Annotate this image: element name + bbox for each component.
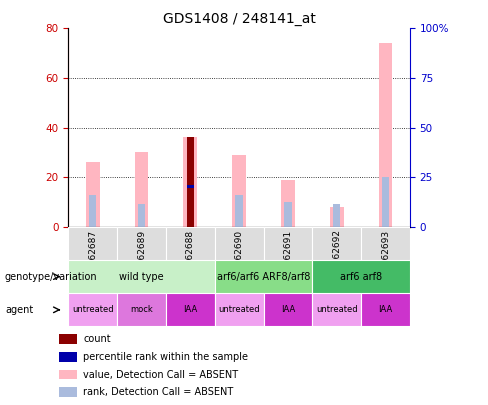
Text: mock: mock bbox=[130, 305, 153, 314]
Bar bbox=[186, 185, 194, 188]
Bar bbox=[215, 227, 264, 260]
Bar bbox=[89, 194, 97, 227]
Bar bbox=[68, 293, 117, 326]
Text: IAA: IAA bbox=[183, 305, 198, 314]
Bar bbox=[117, 293, 166, 326]
Bar bbox=[312, 293, 361, 326]
Bar bbox=[215, 260, 312, 293]
Bar bbox=[183, 138, 197, 227]
Text: IAA: IAA bbox=[378, 305, 393, 314]
Text: GSM62688: GSM62688 bbox=[186, 230, 195, 279]
Bar bbox=[361, 293, 410, 326]
Bar bbox=[330, 207, 344, 227]
Text: rank, Detection Call = ABSENT: rank, Detection Call = ABSENT bbox=[83, 387, 234, 397]
Text: GSM62692: GSM62692 bbox=[332, 230, 341, 279]
Text: untreated: untreated bbox=[316, 305, 358, 314]
Text: GSM62690: GSM62690 bbox=[235, 230, 244, 279]
Bar bbox=[312, 227, 361, 260]
Text: count: count bbox=[83, 334, 111, 344]
Bar bbox=[382, 177, 389, 227]
Bar bbox=[232, 155, 246, 227]
Bar bbox=[59, 370, 77, 379]
Text: arf6/arf6 ARF8/arf8: arf6/arf6 ARF8/arf8 bbox=[217, 272, 310, 281]
Bar bbox=[59, 387, 77, 397]
Bar bbox=[138, 205, 145, 227]
Text: wild type: wild type bbox=[119, 272, 164, 281]
Bar bbox=[117, 227, 166, 260]
Text: untreated: untreated bbox=[72, 305, 114, 314]
Text: GSM62691: GSM62691 bbox=[284, 230, 292, 279]
Text: GSM62689: GSM62689 bbox=[137, 230, 146, 279]
Bar bbox=[361, 227, 410, 260]
Bar bbox=[59, 335, 77, 344]
Bar bbox=[264, 227, 312, 260]
Bar bbox=[264, 293, 312, 326]
Text: GSM62693: GSM62693 bbox=[381, 230, 390, 279]
Text: GSM62687: GSM62687 bbox=[88, 230, 97, 279]
Bar bbox=[68, 227, 117, 260]
Bar bbox=[312, 260, 410, 293]
Bar bbox=[235, 194, 243, 227]
Bar bbox=[215, 293, 264, 326]
Text: percentile rank within the sample: percentile rank within the sample bbox=[83, 352, 248, 362]
Text: IAA: IAA bbox=[281, 305, 295, 314]
Bar bbox=[379, 43, 392, 227]
Bar bbox=[333, 205, 340, 227]
Bar bbox=[166, 293, 215, 326]
Bar bbox=[284, 202, 292, 227]
Bar bbox=[86, 162, 100, 227]
Bar bbox=[59, 352, 77, 362]
Title: GDS1408 / 248141_at: GDS1408 / 248141_at bbox=[163, 12, 316, 26]
Text: value, Detection Call = ABSENT: value, Detection Call = ABSENT bbox=[83, 369, 239, 379]
Bar bbox=[166, 227, 215, 260]
Text: agent: agent bbox=[5, 305, 33, 315]
Text: untreated: untreated bbox=[218, 305, 260, 314]
Text: arf6 arf8: arf6 arf8 bbox=[340, 272, 382, 281]
Text: genotype/variation: genotype/variation bbox=[5, 272, 98, 281]
Bar bbox=[135, 152, 148, 227]
Bar bbox=[68, 260, 215, 293]
Bar bbox=[186, 138, 194, 227]
Bar bbox=[281, 180, 295, 227]
